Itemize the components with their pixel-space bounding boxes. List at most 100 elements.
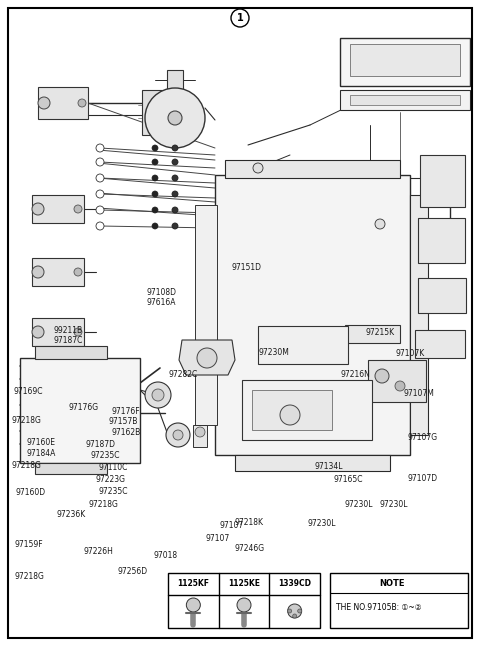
Bar bbox=[340, 38, 470, 86]
Text: 97236K: 97236K bbox=[57, 510, 86, 519]
Bar bbox=[415, 330, 465, 358]
Circle shape bbox=[32, 266, 44, 278]
Circle shape bbox=[145, 88, 205, 148]
Text: 99211B: 99211B bbox=[54, 326, 83, 335]
Text: 97107: 97107 bbox=[220, 521, 244, 530]
Text: 97165C: 97165C bbox=[334, 475, 363, 484]
Text: 1339CD: 1339CD bbox=[278, 580, 311, 588]
Circle shape bbox=[74, 205, 82, 213]
Text: 97226H: 97226H bbox=[84, 547, 114, 556]
Text: 97218G: 97218G bbox=[89, 500, 119, 509]
Circle shape bbox=[96, 190, 104, 198]
Bar bbox=[168, 573, 320, 628]
Text: 97218G: 97218G bbox=[14, 572, 44, 581]
Text: 97230L: 97230L bbox=[345, 500, 373, 509]
Text: 97108D: 97108D bbox=[146, 288, 177, 297]
Circle shape bbox=[288, 609, 292, 613]
Text: 97110C: 97110C bbox=[98, 463, 128, 472]
Circle shape bbox=[172, 223, 178, 229]
Text: 97134L: 97134L bbox=[314, 462, 343, 471]
Bar bbox=[20, 358, 140, 463]
Text: 97187C: 97187C bbox=[54, 336, 83, 345]
Circle shape bbox=[375, 369, 389, 383]
Text: 97176F: 97176F bbox=[111, 407, 140, 416]
Text: THE NO.97105B: ①~②: THE NO.97105B: ①~② bbox=[336, 603, 421, 612]
Text: 97107M: 97107M bbox=[403, 388, 434, 398]
Bar bbox=[350, 44, 460, 76]
Text: 97230M: 97230M bbox=[258, 348, 289, 357]
Circle shape bbox=[172, 145, 178, 151]
Text: 97018: 97018 bbox=[154, 551, 178, 560]
Bar bbox=[410, 195, 428, 435]
Bar bbox=[330, 573, 468, 628]
Text: 97151D: 97151D bbox=[231, 263, 261, 272]
Text: 97616A: 97616A bbox=[146, 298, 176, 307]
Circle shape bbox=[152, 389, 164, 401]
Circle shape bbox=[74, 328, 82, 336]
Circle shape bbox=[96, 158, 104, 166]
Bar bbox=[242, 380, 372, 440]
Text: 97184A: 97184A bbox=[26, 449, 56, 458]
Text: 97176G: 97176G bbox=[68, 403, 98, 412]
Text: 97107D: 97107D bbox=[407, 474, 437, 483]
Circle shape bbox=[152, 175, 158, 181]
Circle shape bbox=[293, 614, 297, 618]
Bar bbox=[195, 205, 217, 425]
Circle shape bbox=[172, 175, 178, 181]
Circle shape bbox=[195, 427, 205, 437]
Text: 97223G: 97223G bbox=[95, 475, 125, 484]
Circle shape bbox=[96, 174, 104, 182]
Bar bbox=[252, 390, 332, 430]
Bar bbox=[418, 278, 466, 313]
Circle shape bbox=[237, 598, 251, 612]
Circle shape bbox=[375, 219, 385, 229]
Text: 97230K: 97230K bbox=[402, 611, 432, 620]
Circle shape bbox=[168, 111, 182, 125]
Circle shape bbox=[298, 609, 301, 613]
Circle shape bbox=[152, 159, 158, 165]
Bar bbox=[418, 218, 465, 263]
Text: 97162B: 97162B bbox=[111, 428, 141, 437]
Circle shape bbox=[145, 382, 171, 408]
Text: 99230K: 99230K bbox=[336, 611, 365, 620]
Circle shape bbox=[32, 326, 44, 338]
Text: 97215K: 97215K bbox=[366, 328, 395, 337]
Circle shape bbox=[231, 9, 249, 27]
Text: 1125KE: 1125KE bbox=[228, 580, 260, 588]
Text: 97235C: 97235C bbox=[90, 451, 120, 460]
Text: 97246G: 97246G bbox=[234, 544, 264, 553]
Text: 97282C: 97282C bbox=[169, 370, 198, 379]
Bar bbox=[420, 155, 465, 207]
Circle shape bbox=[96, 206, 104, 214]
Text: 1125KF: 1125KF bbox=[177, 580, 209, 588]
Circle shape bbox=[152, 191, 158, 197]
Text: 97256D: 97256D bbox=[118, 567, 148, 576]
Circle shape bbox=[38, 97, 50, 109]
Circle shape bbox=[172, 207, 178, 213]
Bar bbox=[35, 463, 107, 474]
Bar bbox=[340, 90, 470, 110]
Bar bbox=[32, 318, 84, 346]
Circle shape bbox=[96, 144, 104, 152]
Text: 97230L: 97230L bbox=[379, 500, 408, 509]
Text: 97169C: 97169C bbox=[13, 387, 43, 396]
Text: 97218G: 97218G bbox=[12, 416, 42, 425]
Circle shape bbox=[74, 268, 82, 276]
Circle shape bbox=[172, 191, 178, 197]
Bar bbox=[215, 175, 410, 455]
Circle shape bbox=[288, 604, 301, 618]
Circle shape bbox=[152, 207, 158, 213]
Text: 97160E: 97160E bbox=[26, 438, 55, 447]
Text: 97230L: 97230L bbox=[307, 519, 336, 529]
Text: 97157B: 97157B bbox=[108, 417, 138, 426]
Text: 97160D: 97160D bbox=[15, 488, 46, 497]
Bar bbox=[368, 360, 426, 402]
Bar bbox=[225, 160, 400, 178]
Circle shape bbox=[197, 348, 217, 368]
Text: 97107G: 97107G bbox=[407, 433, 437, 442]
Circle shape bbox=[166, 423, 190, 447]
Circle shape bbox=[172, 159, 178, 165]
Text: 1: 1 bbox=[237, 13, 243, 23]
Text: 97216N: 97216N bbox=[341, 370, 371, 379]
Bar bbox=[258, 326, 348, 364]
